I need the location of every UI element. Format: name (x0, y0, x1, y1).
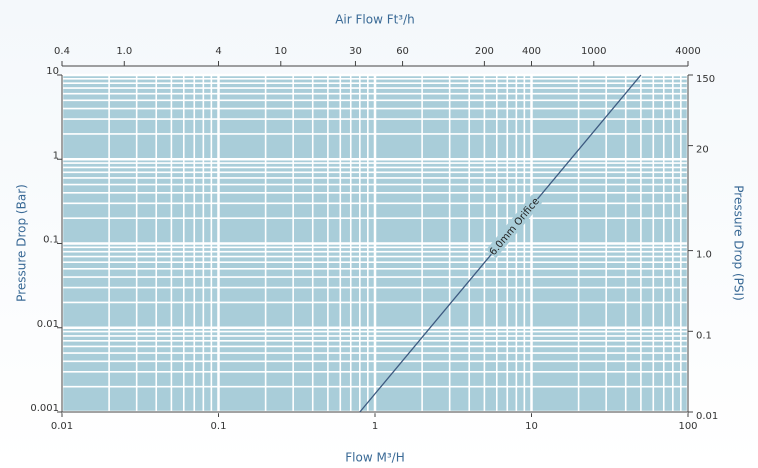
x2-tick-label: 4000 (675, 46, 700, 57)
x2-tick-label: 1000 (581, 46, 606, 57)
x-tick-label: 100 (678, 421, 697, 432)
x2-tick-label: 4 (215, 46, 221, 57)
annotation-background (485, 194, 543, 259)
y-tick-label: 0.01 (37, 319, 59, 330)
x2-tick-label: 30 (349, 46, 362, 57)
y-tick-label: 0.001 (30, 403, 59, 414)
y-axis-title: Pressure Drop (Bar) (15, 184, 29, 302)
y2-axis-title: Pressure Drop (PSI) (732, 185, 746, 301)
x2-tick-label: 0.4 (54, 46, 70, 57)
x-tick-label: 0.01 (51, 421, 73, 432)
y-tick-label: 10 (46, 66, 59, 77)
y2-tick-label: 0.01 (696, 411, 718, 422)
y2-tick-label: 20 (696, 145, 709, 156)
x2-tick-label: 400 (522, 46, 541, 57)
y-tick-label: 0.1 (43, 235, 59, 246)
x-tick-label: 0.1 (211, 421, 227, 432)
y2-tick-label: 150 (696, 74, 715, 85)
x2-axis-title: Air Flow Ft³/h (335, 13, 415, 27)
y-tick-label: 1 (53, 150, 59, 161)
x-tick-label: 10 (525, 421, 538, 432)
x2-tick-label: 60 (396, 46, 409, 57)
y2-tick-label: 0.1 (696, 330, 712, 341)
x2-tick-label: 200 (475, 46, 494, 57)
y2-tick-label: 1.0 (696, 250, 712, 261)
x-axis-title: Flow M³/H (345, 451, 404, 465)
x2-tick-label: 10 (274, 46, 287, 57)
x2-tick-label: 1.0 (116, 46, 132, 57)
x-tick-label: 1 (372, 421, 378, 432)
